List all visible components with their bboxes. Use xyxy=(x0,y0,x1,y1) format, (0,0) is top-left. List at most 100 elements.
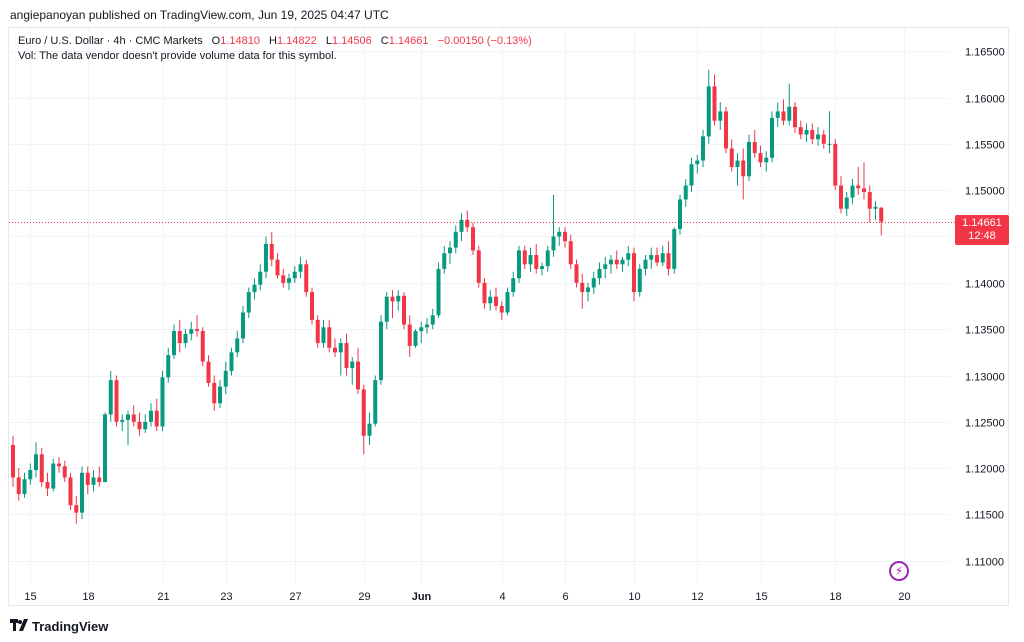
lightning-icon[interactable]: ⚡ xyxy=(889,561,909,581)
candle-body xyxy=(34,454,38,471)
candle-body xyxy=(798,127,803,135)
candle-body xyxy=(522,250,527,265)
candle-body xyxy=(655,255,659,263)
candle-body xyxy=(183,333,188,344)
y-tick-label: 1.16000 xyxy=(965,94,1005,106)
open-value: 1.14810 xyxy=(220,35,260,47)
candle-body xyxy=(505,292,510,313)
y-tick-label: 1.16500 xyxy=(965,47,1005,59)
candle-body xyxy=(321,327,326,344)
candle-body xyxy=(57,463,61,467)
candle-body xyxy=(131,414,136,422)
candle-body xyxy=(603,264,608,269)
candle-body xyxy=(258,271,263,285)
y-tick-label: 1.11500 xyxy=(965,510,1004,522)
close-value: 1.14661 xyxy=(388,35,429,47)
candle-body xyxy=(373,380,378,424)
candle-body xyxy=(350,361,355,369)
candle-body xyxy=(741,160,746,177)
candle-body xyxy=(597,268,602,279)
candle-body xyxy=(177,331,182,344)
y-tick-label: 1.15000 xyxy=(965,186,1005,198)
candle-body xyxy=(252,284,257,293)
candle-body xyxy=(672,229,677,269)
candle-body xyxy=(873,206,878,209)
candle-body xyxy=(609,259,613,265)
candle-body xyxy=(68,477,73,506)
candle-body xyxy=(120,419,125,422)
candle-body xyxy=(241,312,245,339)
candle-body xyxy=(166,355,171,378)
candle-body xyxy=(862,188,866,193)
candle-body xyxy=(62,466,67,478)
candle-body xyxy=(430,315,435,325)
candle-body xyxy=(126,414,130,420)
low-label: L xyxy=(325,35,332,47)
candle-body xyxy=(235,338,240,353)
candle-body xyxy=(476,250,481,283)
candle-body xyxy=(787,106,792,121)
symbol-legend: Euro / U.S. Dollar · 4h · CMC Markets O1… xyxy=(18,34,532,49)
candle-body xyxy=(51,463,56,489)
candle-body xyxy=(459,219,464,232)
candle-body xyxy=(879,207,884,222)
candle-body xyxy=(379,321,383,381)
x-tick-label: Jun xyxy=(412,591,432,603)
candle-body xyxy=(482,282,487,304)
high-label: H xyxy=(269,35,277,47)
candle-body xyxy=(137,421,142,430)
x-tick-label: 15 xyxy=(24,591,36,603)
candle-body xyxy=(218,386,222,404)
candle-body xyxy=(287,278,291,283)
candle-body xyxy=(551,236,556,251)
tradingview-brand[interactable]: TradingView xyxy=(10,618,108,634)
candle-body xyxy=(367,423,372,436)
candle-body xyxy=(563,231,567,242)
candle-body xyxy=(586,287,590,293)
candle-body xyxy=(827,143,832,145)
y-tick-label: 1.12500 xyxy=(965,418,1005,430)
candle-body xyxy=(453,231,458,248)
candle-body xyxy=(442,253,447,269)
candle-body xyxy=(494,296,498,306)
candle-body xyxy=(338,343,343,353)
candle-body xyxy=(91,477,96,485)
candle-body xyxy=(517,250,521,279)
y-tick-label: 1.12000 xyxy=(965,464,1005,476)
candle-body xyxy=(810,129,815,140)
candle-body xyxy=(844,197,849,209)
candle-body xyxy=(103,414,107,483)
candle-body xyxy=(160,377,165,427)
candle-body xyxy=(781,111,786,121)
y-tick-label: 1.13500 xyxy=(965,325,1005,337)
x-tick-label: 18 xyxy=(829,591,841,603)
candle-body xyxy=(333,347,337,353)
candle-body xyxy=(816,134,820,140)
candle-body xyxy=(850,185,855,198)
candle-body xyxy=(28,470,33,480)
symbol-name[interactable]: Euro / U.S. Dollar · 4h · CMC Markets xyxy=(18,35,203,47)
candle-body xyxy=(545,250,550,267)
candle-body xyxy=(315,319,320,344)
candle-body xyxy=(275,259,280,276)
candle-body xyxy=(614,259,619,265)
candle-body xyxy=(511,278,516,293)
candle-body xyxy=(195,329,199,332)
candle-body xyxy=(557,231,562,237)
candle-body xyxy=(706,86,711,137)
candle-body xyxy=(499,306,504,313)
candle-body xyxy=(540,266,544,269)
publisher-line: angiepanoyan published on TradingView.co… xyxy=(10,8,389,22)
candle-body xyxy=(724,111,728,149)
candle-body xyxy=(471,227,475,251)
candle-body xyxy=(488,296,493,304)
candles xyxy=(11,69,884,524)
candle-body xyxy=(16,477,21,495)
candle-body xyxy=(310,292,314,320)
chart-grid xyxy=(9,28,950,584)
candle-body xyxy=(384,296,389,322)
x-tick-label: 21 xyxy=(157,591,169,603)
x-tick-label: 23 xyxy=(220,591,232,603)
volume-note: Vol: The data vendor doesn't provide vol… xyxy=(18,50,337,62)
